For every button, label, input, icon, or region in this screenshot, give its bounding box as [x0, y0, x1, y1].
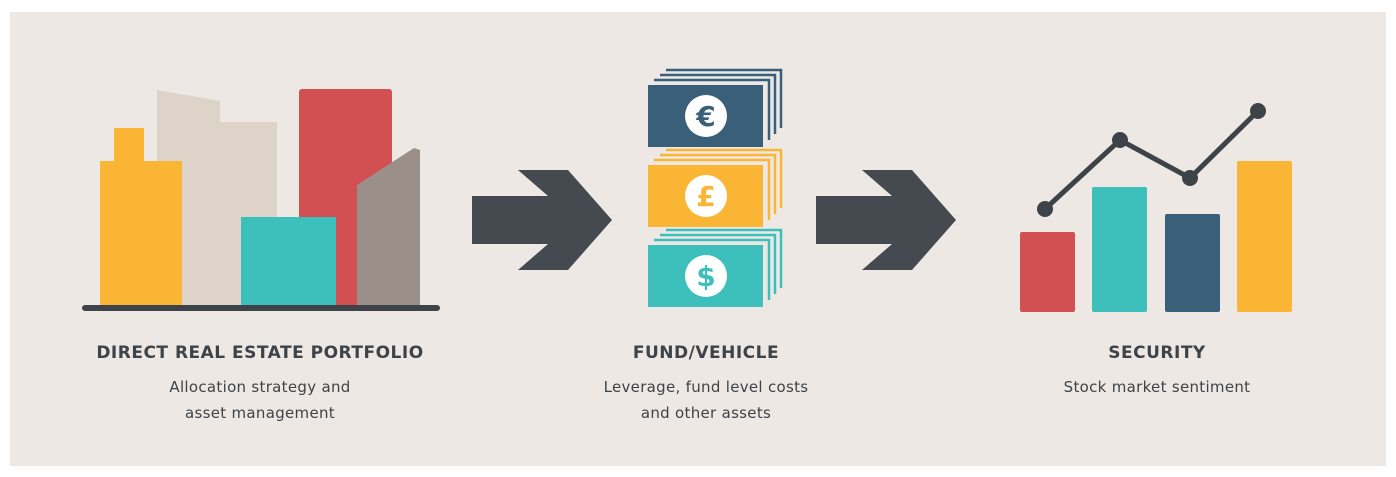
diagram: € £ $ DIRECT REAL ESTATE PORTFOLIO Alloc… — [0, 0, 1396, 477]
stage-title: DIRECT REAL ESTATE PORTFOLIO — [96, 343, 423, 363]
stage-description: and other assets — [641, 404, 771, 422]
currency-symbol: $ — [696, 260, 715, 293]
currency-symbol: € — [695, 100, 715, 133]
stage-title: FUND/VEHICLE — [633, 343, 779, 363]
stage-description: Stock market sentiment — [1064, 378, 1251, 396]
stage-title: SECURITY — [1108, 343, 1206, 363]
stage-description: Leverage, fund level costs — [604, 378, 809, 396]
currency-symbol: £ — [696, 180, 715, 213]
stage-description: asset management — [185, 404, 335, 422]
money-icon: € £ $ — [648, 70, 781, 307]
stage-description: Allocation strategy and — [169, 378, 350, 396]
